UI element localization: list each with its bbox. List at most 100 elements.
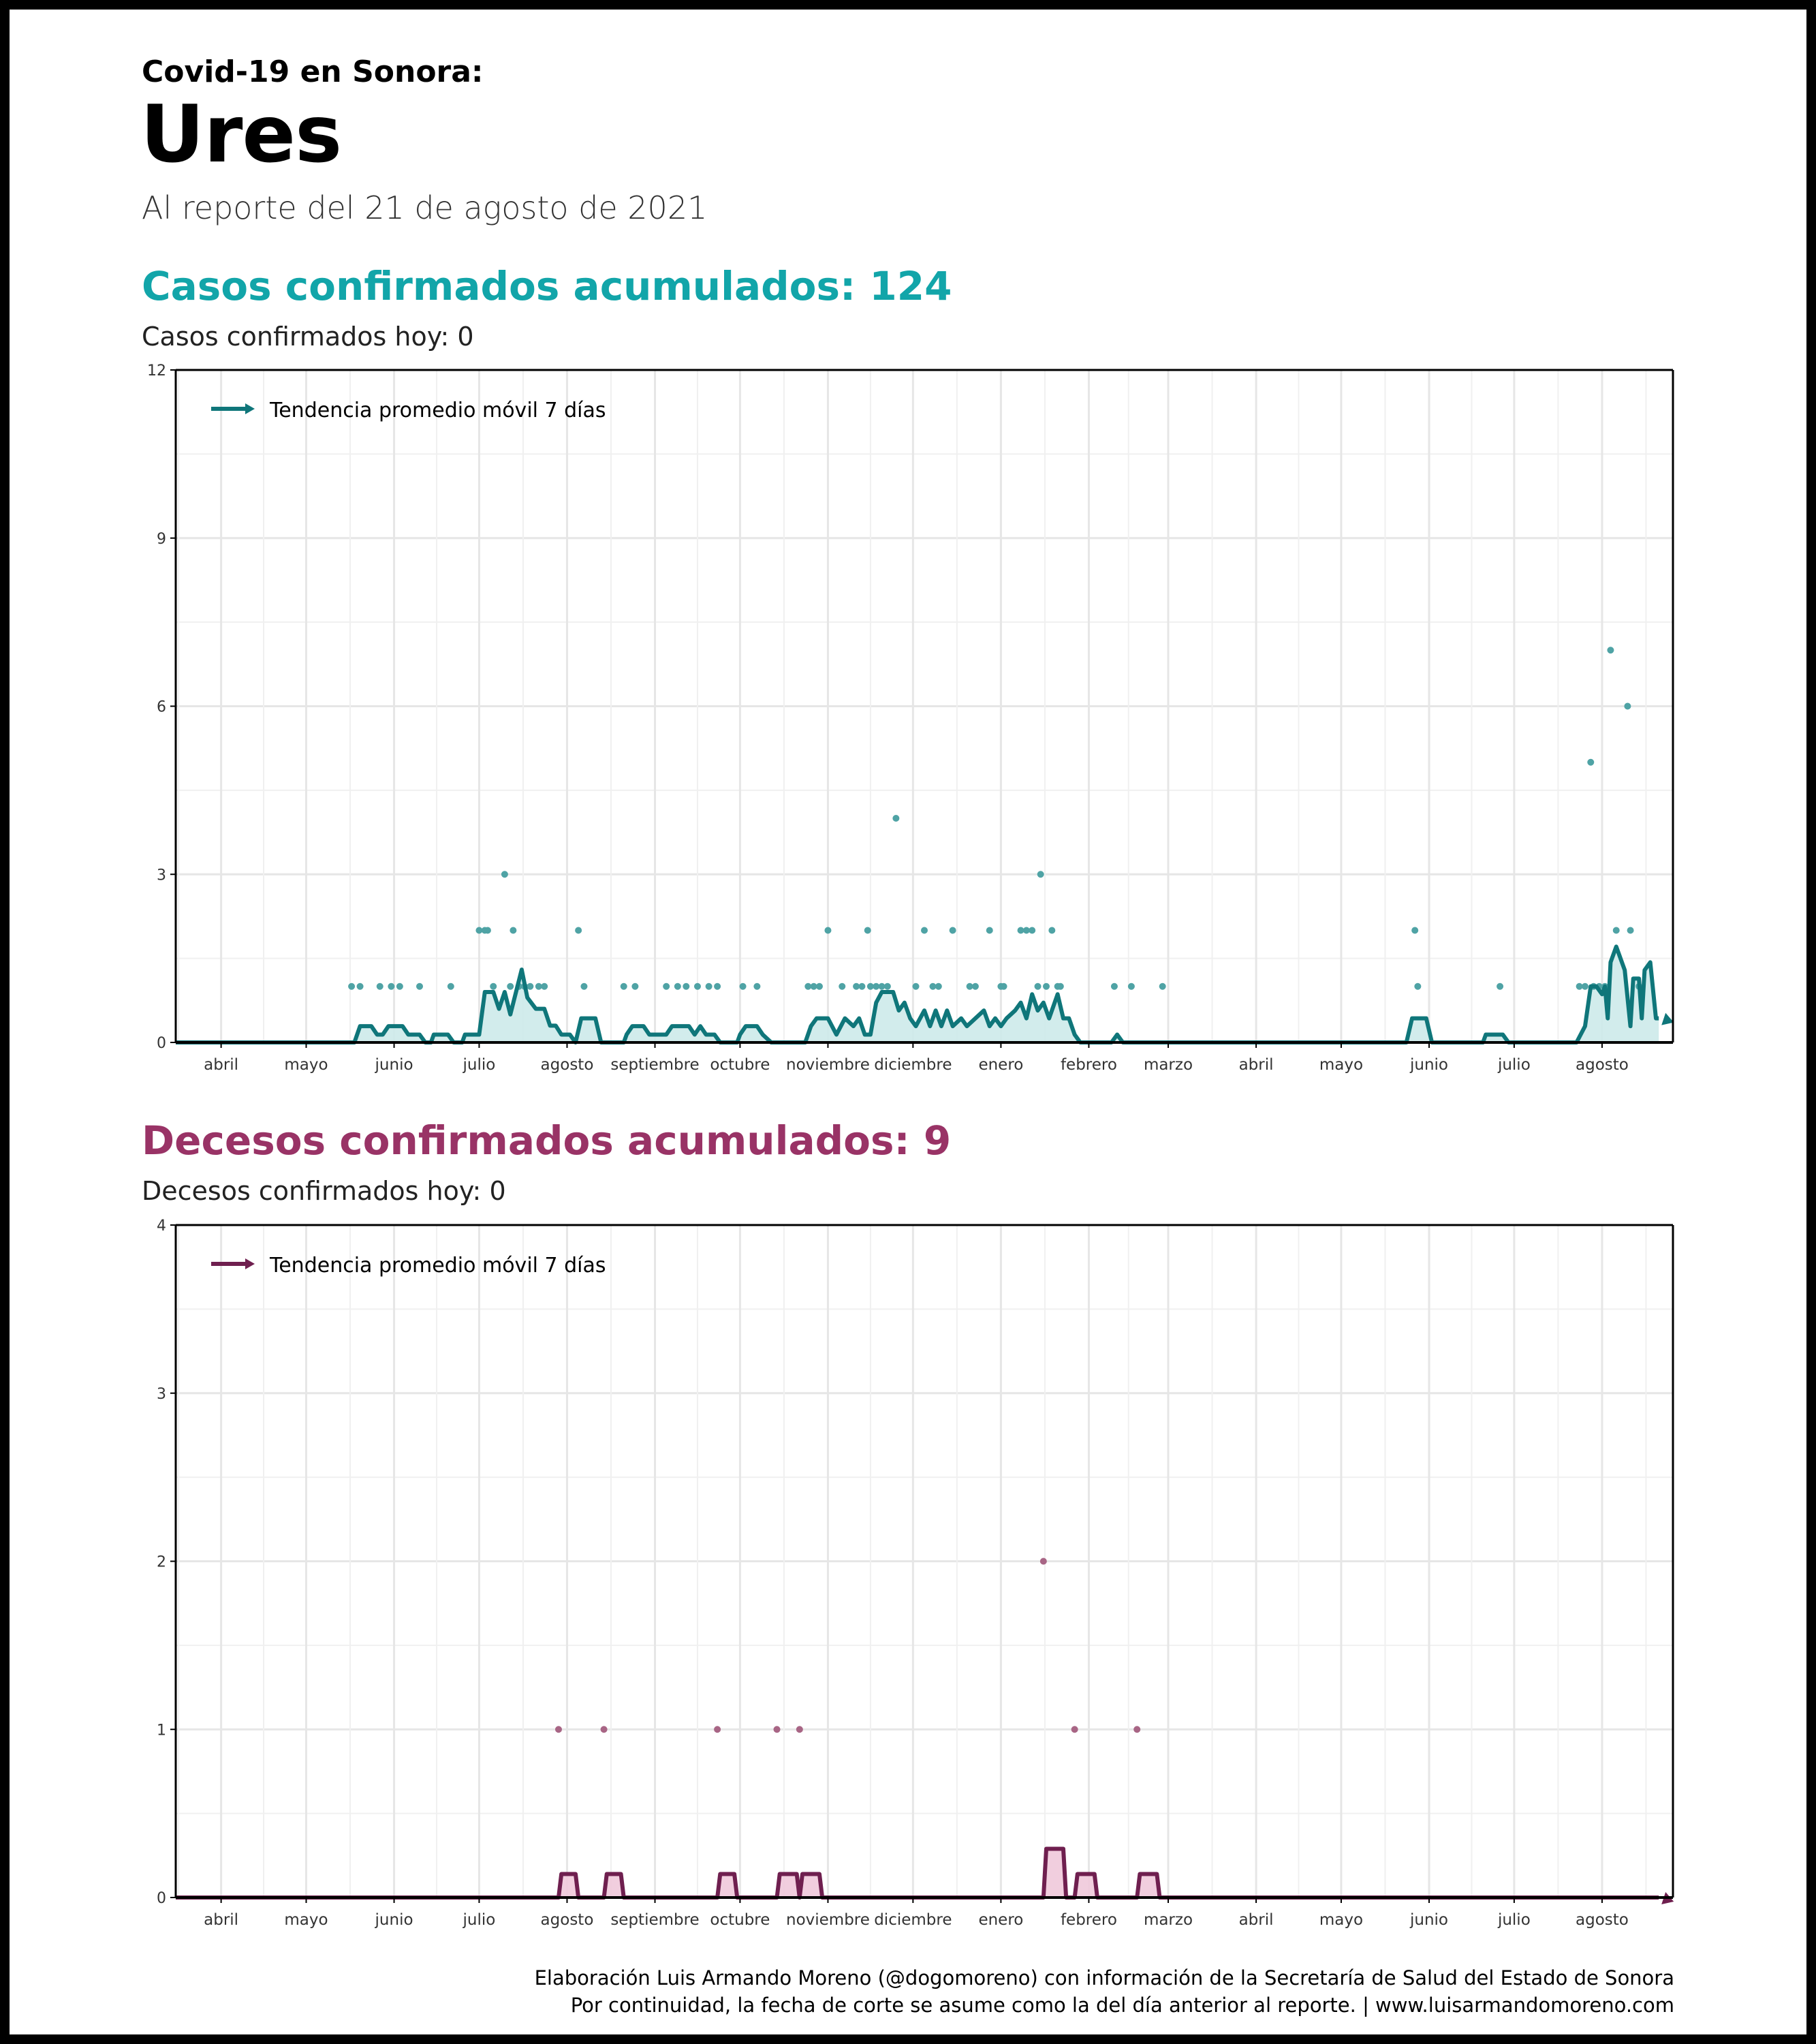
deaths-heading: Decesos confirmados acumulados: 9: [142, 1117, 952, 1164]
cases-x-tick-label: julio: [463, 1056, 496, 1074]
deaths-chart: 0 1 2 3 4 abril mayo junio julio agosto septiembre…: [157, 1218, 1674, 1929]
cases-point: [1000, 982, 1007, 990]
cases-today: Casos confirmados hoy: 0: [142, 322, 474, 352]
cases-point: [580, 982, 588, 990]
cases-point: [1576, 982, 1583, 990]
sup-title: Covid-19 en Sonora:: [142, 55, 484, 89]
cases-point: [416, 982, 424, 990]
cases-point: [620, 982, 627, 990]
cases-x-tick-label: abril: [1239, 1056, 1274, 1074]
deaths-x-tick-label: septiembre: [610, 1911, 699, 1929]
deaths-x-tick-label: mayo: [1319, 1911, 1363, 1929]
cases-x-tick-label: mayo: [284, 1056, 328, 1074]
cases-point: [1127, 982, 1135, 990]
cases-point: [1017, 927, 1024, 934]
cases-point: [1043, 982, 1050, 990]
cases-points: [348, 647, 1643, 990]
deaths-x-tick-label: octubre: [710, 1911, 770, 1929]
cases-point: [1497, 982, 1504, 990]
cases-point: [714, 982, 721, 990]
cases-legend-label: Tendencia promedio móvil 7 días: [269, 399, 606, 422]
cases-point: [356, 982, 364, 990]
cases-x-tick-label: abril: [204, 1056, 238, 1074]
cases-x-tick-label: junio: [375, 1056, 413, 1074]
cases-point: [484, 927, 491, 934]
deaths-x-tick-label: agosto: [541, 1911, 594, 1929]
cases-x-tick-label: enero: [978, 1056, 1023, 1074]
cases-point: [507, 982, 514, 990]
cases-y-tick-label: 6: [157, 699, 166, 716]
deaths-y-tick-label: 0: [157, 1890, 166, 1907]
cases-point: [753, 982, 761, 990]
cases-point: [510, 927, 517, 934]
cases-legend: Tendencia promedio móvil 7 días: [211, 399, 606, 422]
cases-x-tick-label: septiembre: [610, 1056, 699, 1074]
cases-point: [348, 982, 356, 990]
deaths-point: [1039, 1558, 1047, 1565]
cases-point: [949, 927, 956, 934]
deaths-y-tick-label: 4: [157, 1218, 166, 1235]
cases-y-tick-label: 0: [157, 1035, 166, 1052]
deaths-x-tick-label: julio: [463, 1911, 496, 1929]
cases-point: [501, 871, 508, 878]
cases-point: [1587, 758, 1595, 766]
cases-point: [804, 982, 812, 990]
deaths-trend-line: [176, 1846, 1659, 1900]
deaths-point: [1133, 1726, 1141, 1733]
deaths-points: [554, 1558, 1141, 1733]
cases-heading: Casos confirmados acumulados: 124: [142, 263, 952, 309]
deaths-x-tick-label: marzo: [1144, 1911, 1193, 1929]
cases-y-tick-label: 9: [157, 531, 166, 548]
cases-point: [1624, 702, 1631, 710]
deaths-point: [714, 1726, 721, 1733]
cases-point: [1056, 982, 1064, 990]
cases-point: [1037, 871, 1044, 878]
deaths-gridlines: [176, 1224, 1673, 1899]
cases-point: [912, 982, 920, 990]
deaths-y-tick-label: 2: [157, 1554, 166, 1571]
cases-point: [396, 982, 403, 990]
deaths-point: [554, 1726, 562, 1733]
cases-point: [921, 927, 928, 934]
cases-point: [966, 982, 973, 990]
deaths-point: [600, 1726, 608, 1733]
cases-point: [1414, 982, 1422, 990]
cases-point: [839, 982, 846, 990]
cases-point: [490, 982, 497, 990]
deaths-x-tick-label: junio: [375, 1911, 413, 1929]
cases-point: [971, 982, 979, 990]
cases-trend-arrowhead: [1661, 1012, 1674, 1025]
deaths-x-tick-label: diciembre: [874, 1911, 952, 1929]
cases-point: [388, 982, 395, 990]
deaths-x-tick-label: abril: [204, 1911, 238, 1929]
cases-point: [674, 982, 681, 990]
footer-note: Por continuidad, la fecha de corte se as…: [570, 1994, 1674, 2017]
cases-point: [1612, 927, 1620, 934]
cases-y-tick-label: 12: [147, 362, 166, 380]
cases-point: [858, 982, 866, 990]
cases-x-tick-label: octubre: [710, 1056, 770, 1074]
cases-point: [739, 982, 747, 990]
cases-point: [864, 927, 871, 934]
cases-point: [1411, 927, 1419, 934]
deaths-y-tick-label: 1: [157, 1722, 166, 1739]
cases-point: [815, 982, 823, 990]
deaths-x-tick-label: febrero: [1061, 1911, 1117, 1929]
cases-point: [1627, 927, 1634, 934]
cases-point: [683, 982, 690, 990]
deaths-point: [773, 1726, 781, 1733]
cases-point: [376, 982, 383, 990]
cases-y-tick-label: 3: [157, 867, 166, 884]
cases-x-tick-label: noviembre: [786, 1056, 870, 1074]
cases-point: [892, 815, 900, 822]
cases-point: [1048, 927, 1056, 934]
cases-point: [663, 982, 670, 990]
cases-point: [810, 982, 817, 990]
deaths-x-tick-label: enero: [978, 1911, 1023, 1929]
cases-point: [1607, 647, 1614, 654]
deaths-legend: Tendencia promedio móvil 7 días: [211, 1254, 606, 1278]
cases-legend-arrow: [245, 403, 255, 414]
cases-point: [541, 982, 548, 990]
cases-point: [824, 927, 832, 934]
